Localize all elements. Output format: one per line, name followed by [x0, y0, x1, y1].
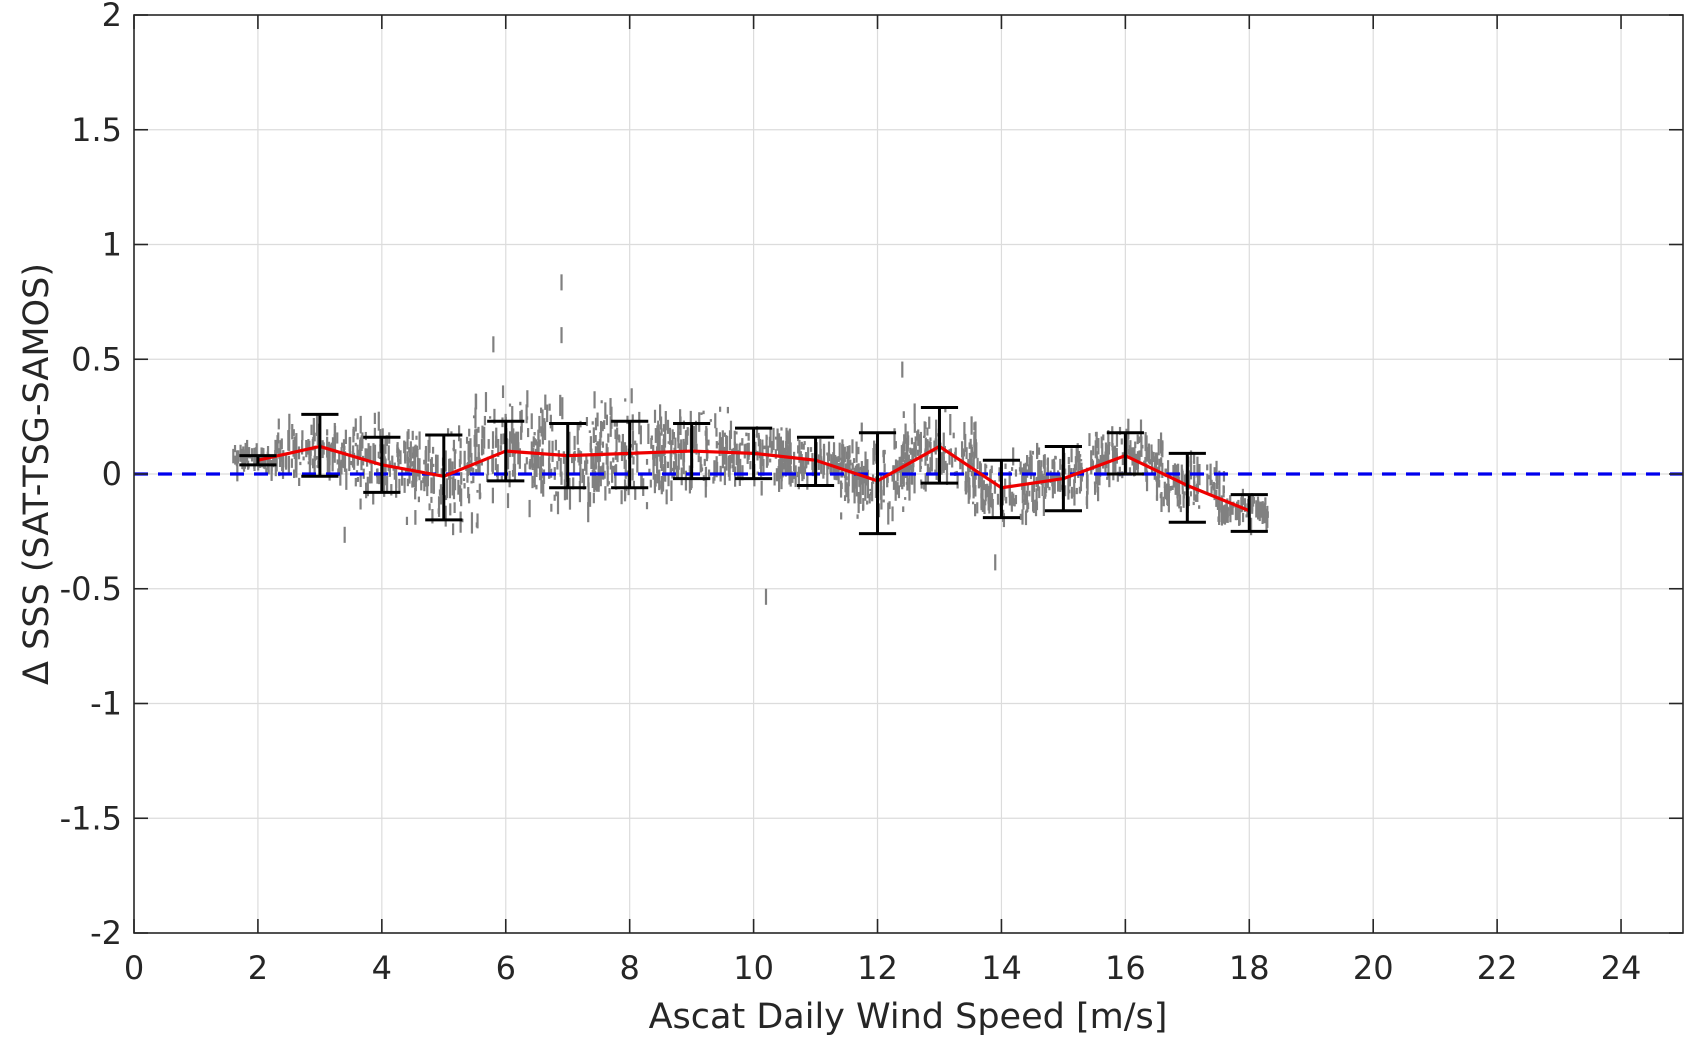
y-tick-label: 2: [102, 0, 122, 34]
x-axis-label: Ascat Daily Wind Speed [m/s]: [649, 997, 1168, 1037]
axes-frame: [133, 14, 1684, 934]
error-bar: [673, 422, 711, 481]
x-tick-labels: 0 2 4 6 8 10 12 14 16 18 20 22 24: [124, 949, 1642, 987]
error-bar: [982, 458, 1021, 520]
x-tick-label: 14: [981, 949, 1022, 987]
error-bar: [1044, 444, 1082, 513]
x-tick-label: 16: [1105, 949, 1146, 987]
x-tick-label: 8: [620, 949, 640, 987]
scatter-points: [232, 274, 1269, 605]
error-bar: [239, 454, 277, 467]
error-bar: [735, 426, 773, 481]
error-bar: [1106, 431, 1144, 476]
error-bar: [920, 405, 959, 485]
x-tick-label: 20: [1353, 949, 1394, 987]
error-bar: [1168, 451, 1206, 524]
y-tick-label: -1.5: [60, 799, 122, 837]
y-tick-label: 1.5: [71, 111, 122, 149]
x-tick-label: 22: [1477, 949, 1518, 987]
y-tick-label: -2: [90, 914, 122, 952]
y-tick-labels: -2 -1.5 -1 -0.5 0 0.5 1 1.5 2: [60, 0, 122, 952]
error-bars: [239, 405, 1268, 536]
x-tick-label: 18: [1229, 949, 1270, 987]
error-bar: [301, 412, 339, 478]
x-tick-label: 2: [248, 949, 268, 987]
error-bar: [611, 419, 649, 490]
x-tick-label: 0: [124, 949, 144, 987]
y-tick-label: -1: [90, 685, 122, 723]
error-bar: [363, 435, 401, 494]
x-tick-label: 12: [857, 949, 898, 987]
error-bar: [796, 435, 835, 487]
y-tick-label: -0.5: [60, 570, 122, 608]
y-axis-label: Δ SSS (SAT-TSG-SAMOS): [17, 263, 57, 685]
error-bar: [487, 419, 525, 483]
x-tick-label: 4: [372, 949, 392, 987]
y-tick-label: 0.5: [71, 340, 122, 378]
error-bar: [425, 433, 463, 522]
x-tick-label: 6: [496, 949, 516, 987]
x-tick-label: 10: [733, 949, 774, 987]
x-tick-label: 24: [1601, 949, 1642, 987]
grid: [134, 15, 1683, 933]
error-bar: [858, 431, 897, 536]
y-tick-label: 0: [102, 455, 122, 493]
error-bar: [549, 422, 587, 490]
error-bar: [1230, 493, 1268, 533]
y-tick-label: 1: [102, 226, 122, 264]
